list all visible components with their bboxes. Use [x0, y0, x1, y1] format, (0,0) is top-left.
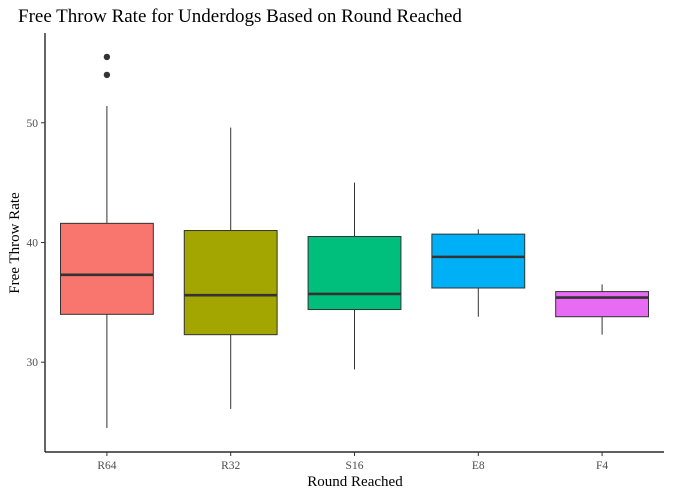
- x-axis-title: Round Reached: [307, 474, 403, 490]
- y-tick-label: 50: [27, 118, 39, 130]
- x-tick-label-r64: R64: [97, 460, 116, 472]
- y-tick-label: 30: [27, 357, 39, 369]
- x-axis-ticks: R64 R32 S16 E8 F4: [97, 452, 608, 472]
- box-group-e8: [431, 229, 526, 317]
- box-group-s16: [307, 182, 402, 370]
- box-group-f4: [555, 284, 650, 335]
- y-axis-title: Free Throw Rate: [7, 192, 23, 294]
- y-tick-label: 40: [27, 238, 39, 250]
- box-r32: [183, 230, 278, 336]
- box-e8: [431, 233, 526, 289]
- outlier-point: [103, 71, 111, 79]
- x-tick-label-e8: E8: [472, 460, 485, 472]
- box-r64: [59, 222, 154, 315]
- box-s16: [307, 236, 402, 311]
- box-f4: [555, 291, 650, 318]
- x-tick-label-s16: S16: [346, 460, 364, 472]
- x-tick-label-r32: R32: [221, 460, 240, 472]
- outlier-point: [103, 53, 111, 61]
- box-group-r64: [59, 53, 154, 429]
- chart-title: Free Throw Rate for Underdogs Based on R…: [18, 6, 462, 27]
- y-axis-ticks: 30 40 50: [27, 118, 45, 369]
- box-group-r32: [183, 127, 278, 409]
- x-tick-label-f4: F4: [596, 460, 608, 472]
- plot-area: [59, 53, 650, 429]
